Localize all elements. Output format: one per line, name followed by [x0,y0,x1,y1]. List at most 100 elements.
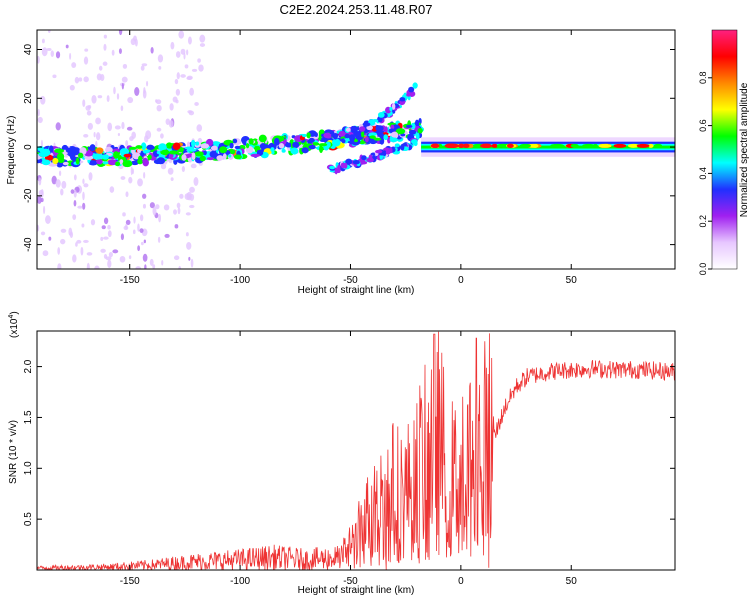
spectrogram-noise-blob [55,179,61,188]
spectrogram-signal-blob [306,132,311,139]
spectrogram-signal-blob [48,145,54,153]
spectrogram-signal-blob [191,139,196,148]
spectrogram-noise-blob [133,216,136,224]
spectrogram-signal-blob [349,134,356,142]
colorbar-tick-label: 0.2 [698,215,708,228]
spectrogram-frame [36,29,676,270]
spectrogram-noise-blob [84,48,89,52]
spectrogram-signal-blob [395,128,406,135]
spectrogram-signal-blob [285,142,292,148]
spectrogram-signal-blob [259,143,267,150]
svg-text:(x104): (x104) [8,311,20,338]
spectrogram-noise-blob [111,49,115,56]
spectrogram-noise-blob [184,193,191,200]
spectrogram-noise-blob [174,224,179,229]
spectrogram-noise-blob [149,202,155,209]
spectrogram-noise-blob [109,186,115,193]
spectrogram-noise-blob [77,205,83,209]
spectrogram-noise-blob [95,140,98,148]
spectrogram-streak-blob [334,167,338,175]
spectrogram-band-blob [473,143,482,148]
spectrogram-noise-blob [125,223,128,230]
colorbar-ticks: 0.0 0.2 0.4 0.6 0.8 [698,72,712,275]
spectrogram-noise-blob [81,223,85,228]
spectrogram-noise-blob [125,140,129,147]
spectrogram-signal-blob [341,139,346,144]
spectrogram-signal-blob [158,143,167,151]
spectrogram-heatmap [37,30,675,269]
spectrogram-noise-blob [181,166,185,173]
spectrogram-x-ticks: -150 -100 -50 0 50 [120,30,577,286]
spectrogram-signal-blob [248,138,254,145]
spectrogram-noise-blob [128,255,132,260]
spectrogram-signal-blob [105,146,113,153]
spectrogram-noise-blob [40,231,46,236]
spectrogram-band-blob [491,143,498,148]
spectrogram-noise-blob [97,95,103,99]
spectrogram-signal-blob [54,148,65,154]
spectrogram-streak-blob [406,93,411,97]
spectrogram-y-ticks: -40 -20 0 20 40 [23,44,675,252]
spectrogram-signal-blob [115,161,121,167]
spectrogram-signal-blob [417,127,423,134]
spectrogram-noise-blob [86,262,90,269]
spectrogram-signal-blob [89,144,96,152]
spectrogram-noise-blob [52,74,57,79]
spectrogram-noise-blob [144,264,147,269]
spectrogram-streak-blob [400,143,405,151]
spectrogram-signal-blob [107,159,118,166]
spectrogram-noise-blob [103,34,107,39]
spectrogram-signal-blob [78,152,84,159]
spectrogram-noise-blob [129,136,134,142]
spectrogram-signal-blob [415,132,420,141]
spectrogram-noise-blob [163,204,170,211]
spectrogram-signal-blob [319,145,324,154]
spectrogram-band-blob [653,143,663,148]
spectrogram-signal-blob [369,135,376,139]
spectrogram-signal-blob [147,154,152,160]
spectrogram-noise-blob [152,206,157,216]
spectrogram-noise-blob [164,233,170,238]
spectrogram-noise-blob [74,76,80,84]
spectrogram-signal-blob [156,157,166,165]
spectrogram-noise-blob [100,236,104,241]
spectrogram-noise-blob [130,166,133,176]
spectrogram-noise-blob [196,124,203,132]
spectrogram-band-blob [613,143,627,148]
spectrogram-noise-blob [121,76,128,83]
spectrogram-streak-blob [343,162,348,169]
spectrogram-signal-blob [92,153,103,160]
spectrogram-noise-blob [37,195,42,204]
spectrogram-noise-blob [120,105,124,112]
spectrogram-signal-blob [135,145,143,149]
spectrogram-noise-blob [140,65,145,71]
spectrogram-noise-blob [100,74,105,81]
spectrogram-signal-blob [119,159,124,165]
spectrogram-noise-blob [125,191,129,198]
spectrogram-streak-blob [391,103,396,110]
spectrogram-noise-blob [193,176,199,186]
spectrogram-streak-blob [362,122,371,127]
spectrogram-noise-blob [55,122,61,131]
spectrogram-noise-blob [69,231,74,239]
spectrogram-noise-blob [85,105,91,111]
spectrogram-noise-blob [125,219,131,225]
spectrogram-noise-blob [75,242,78,247]
spectrogram-noise-blob [157,236,161,243]
spectrogram-noise-blob [121,121,125,130]
spectrogram-noise-blob [118,48,122,54]
spectrogram-noise-blob [156,127,162,132]
spectrogram-noise-blob [83,133,89,138]
spectrogram-hot-spot [430,143,440,149]
spectrogram-noise-blob [100,248,106,253]
spectrogram-xlabel: Height of straight line (km) [298,285,415,296]
spectrogram-band-blob [593,143,598,148]
spectrogram-noise-blob [107,224,111,230]
spectrogram-noise-blob [90,219,96,226]
spectrogram-signal-blob [102,161,109,165]
spectrogram-noise-blob [72,214,77,220]
spectrogram-signal-blob [111,148,122,154]
spectrogram-signal-blob [122,160,133,168]
spectrogram-noise-blob [102,61,108,66]
